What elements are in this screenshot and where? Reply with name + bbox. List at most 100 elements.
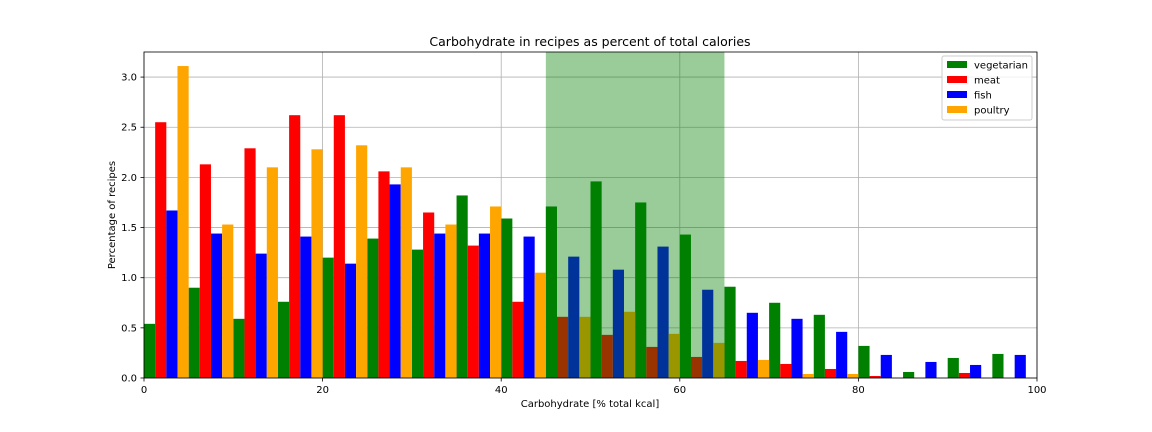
x-axis-label: Carbohydrate [% total kcal] (521, 399, 660, 410)
bar-fish (434, 233, 446, 378)
bar-meat (512, 301, 524, 378)
bar-fish (702, 289, 714, 378)
bar-vegetarian (501, 218, 513, 378)
x-tick-label: 20 (316, 385, 329, 396)
legend-label-fish: fish (974, 91, 992, 102)
bar-meat (735, 360, 747, 378)
highlight-span-rect (545, 52, 725, 378)
y-tick-label: 3.0 (121, 73, 137, 84)
legend-swatch-fish (947, 91, 967, 98)
y-tick-label: 2.0 (121, 173, 137, 184)
x-tick-label: 80 (852, 385, 865, 396)
bar-fish (612, 269, 624, 378)
bar-poultry (356, 145, 368, 378)
x-axis: 0 20 40 60 80 100 (141, 378, 1047, 396)
legend-swatch-vegetarian (947, 61, 967, 68)
bar-fish (300, 236, 312, 378)
legend: vegetarian meat fish poultry (941, 55, 1033, 121)
x-tick-label: 100 (1027, 385, 1046, 396)
bar-meat (378, 171, 390, 378)
bar-vegetarian (724, 286, 736, 378)
legend-frame (941, 55, 1033, 121)
x-tick-label: 0 (141, 385, 147, 396)
bar-vegetarian (679, 234, 691, 378)
bar-fish (657, 246, 669, 378)
legend-label-poultry: poultry (974, 106, 1010, 117)
bar-meat (646, 346, 658, 378)
bar-poultry (623, 311, 636, 378)
bar-meat (467, 245, 479, 378)
highlight-span (545, 52, 725, 378)
bar-vegetarian (277, 301, 290, 378)
bar-meat (958, 372, 971, 378)
y-axis-label: Percentage of recipes (107, 161, 118, 269)
y-tick-label: 0.5 (121, 323, 137, 334)
bar-vegetarian (769, 302, 781, 378)
bar-meat (199, 164, 211, 378)
bar-meat (155, 122, 167, 378)
bar-vegetarian (635, 202, 647, 378)
x-tick-label: 40 (495, 385, 508, 396)
bar-fish (210, 233, 223, 378)
bar-poultry (847, 373, 859, 378)
bar-poultry (311, 149, 323, 378)
bar-vegetarian (992, 353, 1004, 378)
bar-vegetarian (545, 206, 558, 378)
bar-fish (880, 354, 892, 378)
bar-vegetarian (233, 318, 245, 378)
bar-poultry (490, 206, 502, 378)
bar-poultry (757, 359, 770, 378)
bar-meat (333, 115, 345, 378)
bar-meat (289, 115, 301, 378)
bar-vegetarian (188, 287, 200, 378)
bar-poultry (534, 272, 546, 378)
bar-meat (557, 316, 569, 378)
bar-poultry (579, 316, 591, 378)
y-tick-label: 1.0 (121, 273, 137, 284)
bar-poultry (802, 373, 814, 378)
bar-vegetarian (144, 323, 156, 378)
bar-vegetarian (411, 249, 424, 378)
bar-fish (344, 263, 357, 378)
bar-vegetarian (947, 357, 959, 378)
bar-meat (824, 368, 837, 378)
legend-swatch-poultry (947, 106, 967, 113)
bar-vegetarian (367, 238, 379, 378)
bar-poultry (668, 333, 680, 378)
legend-swatch-meat (947, 76, 967, 83)
bar-meat (423, 212, 435, 378)
bar-vegetarian (590, 181, 602, 378)
x-tick-label: 60 (673, 385, 686, 396)
bar-fish (255, 253, 267, 378)
bar-fish (523, 236, 535, 378)
bar-vegetarian (858, 345, 870, 378)
bars (144, 66, 1026, 378)
bar-vegetarian (903, 371, 915, 378)
bar-fish (925, 361, 937, 378)
y-tick-label: 0.0 (121, 374, 137, 385)
plot-frame (143, 51, 1038, 379)
bar-meat (780, 363, 792, 378)
bar-meat (244, 148, 256, 378)
bar-fish (1014, 354, 1026, 378)
bar-poultry (445, 224, 457, 378)
y-tick-label: 2.5 (121, 123, 137, 134)
legend-label-vegetarian: vegetarian (974, 61, 1028, 72)
bar-poultry (177, 66, 189, 378)
bar-fish (478, 233, 491, 378)
chart-title: Carbohydrate in recipes as percent of to… (429, 34, 750, 49)
bar-fish (970, 364, 982, 378)
legend-label-meat: meat (974, 76, 1000, 87)
bar-fish (836, 331, 848, 378)
y-tick-label: 1.5 (121, 223, 137, 234)
y-axis: 0.0 0.5 1.0 1.5 2.0 2.5 3.0 (121, 73, 144, 385)
bar-meat (690, 356, 703, 378)
bar-poultry (222, 224, 234, 378)
bar-vegetarian (813, 314, 825, 378)
bar-vegetarian (322, 257, 334, 378)
bar-poultry (266, 167, 278, 378)
bar-fish (746, 312, 758, 378)
bar-poultry (713, 342, 725, 378)
bar-vegetarian (456, 195, 468, 378)
